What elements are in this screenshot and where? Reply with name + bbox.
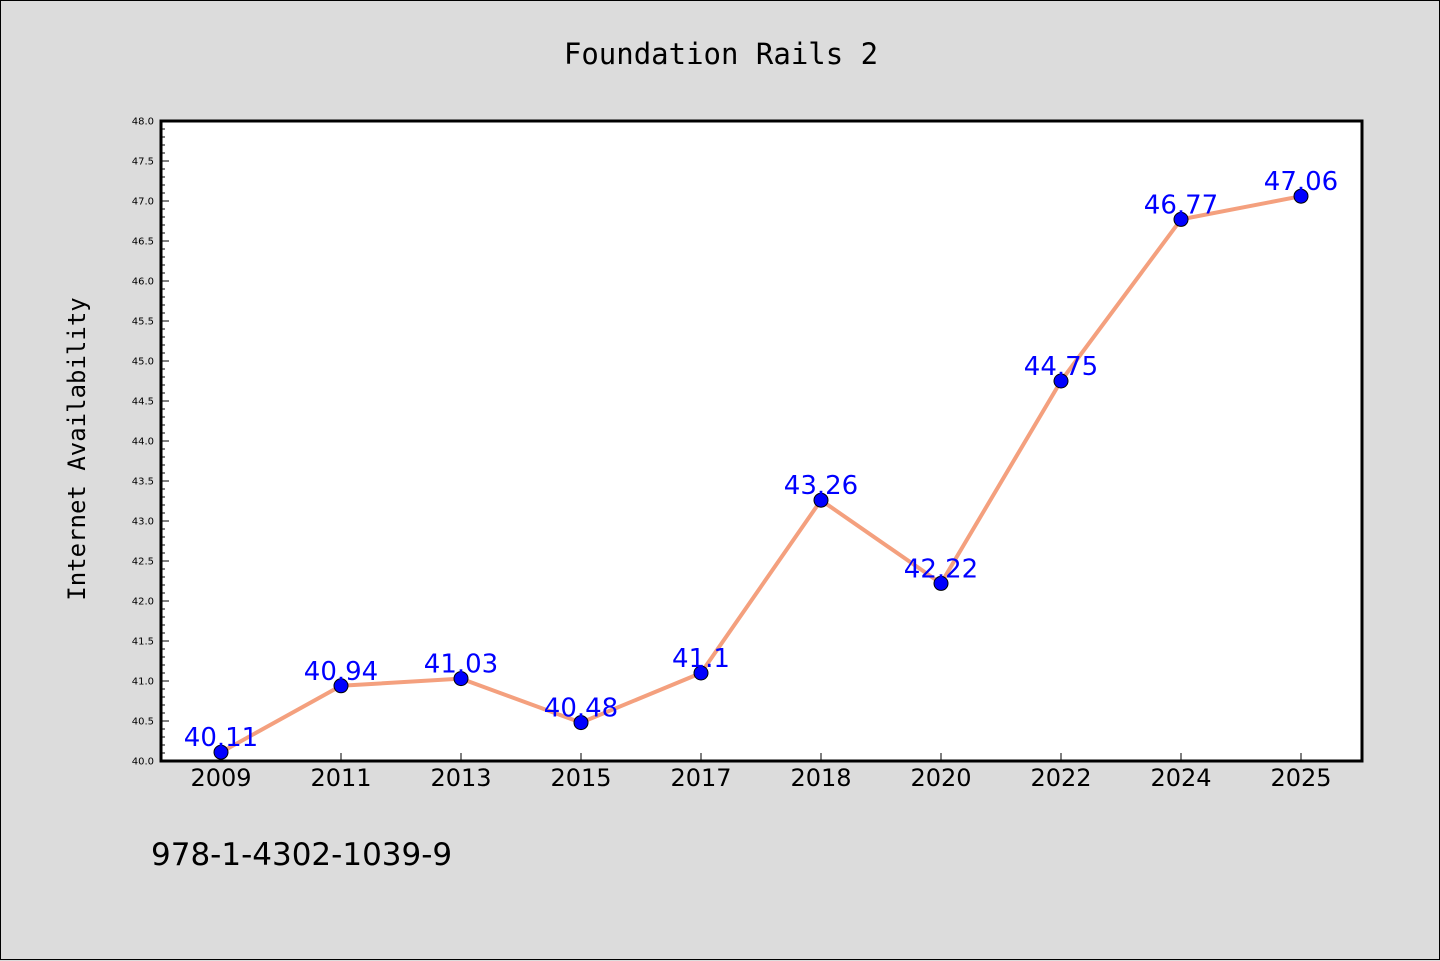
y-axis: 40.0 40.5 41.0 41.5 42.0 42.5 43.0 43.5 44.0 44.5… [132, 117, 169, 768]
data-label: 40.94 [304, 657, 378, 687]
data-label: 46.77 [1144, 190, 1218, 220]
plot-area [159, 119, 1364, 763]
x-axis: 2009 2011 2013 2015 2017 2018 2020 2022 2024 2025 [190, 753, 1332, 792]
x-tick-label: 2013 [430, 764, 491, 792]
chart-title: Foundation Rails 2 [564, 37, 878, 71]
data-label: 47.06 [1264, 167, 1338, 197]
y-tick-label: 40.5 [132, 717, 154, 728]
y-tick-label: 41.5 [132, 637, 154, 648]
x-tick-label: 2025 [1270, 764, 1331, 792]
y-tick-label: 43.0 [132, 517, 154, 528]
y-tick-label: 45.0 [132, 357, 154, 368]
x-tick-label: 2022 [1030, 764, 1091, 792]
series-layer: 40.11 40.94 41.03 40.48 41.1 43.26 42.22 44.75 4… [184, 167, 1338, 760]
data-label: 42.22 [904, 554, 978, 584]
y-tick-label: 46.0 [132, 277, 154, 288]
data-label: 41.1 [672, 644, 730, 674]
data-point [1293, 188, 1309, 204]
y-tick-label: 42.5 [132, 557, 154, 568]
data-label: 41.03 [424, 650, 498, 680]
y-axis-label: Internet Availability [63, 297, 91, 600]
y-tick-label: 40.0 [132, 757, 154, 768]
data-label: 40.48 [544, 694, 618, 724]
data-point [1053, 373, 1069, 389]
data-point [333, 678, 349, 694]
y-tick-label: 44.5 [132, 397, 154, 408]
x-tick-label: 2011 [310, 764, 371, 792]
x-tick-label: 2017 [670, 764, 731, 792]
data-point [933, 575, 949, 591]
y-tick-label: 47.0 [132, 197, 154, 208]
data-point [813, 492, 829, 508]
x-tick-label: 2024 [1150, 764, 1211, 792]
y-tick-label: 44.0 [132, 437, 154, 448]
series-line [219, 194, 1303, 755]
data-point [1173, 211, 1189, 227]
x-tick-label: 2009 [190, 764, 251, 792]
x-tick-label: 2015 [550, 764, 611, 792]
data-point [693, 665, 709, 681]
data-point [213, 744, 229, 760]
x-tick-label: 2018 [790, 764, 851, 792]
data-label: 43.26 [784, 471, 858, 501]
y-tick-label: 42.0 [132, 597, 154, 608]
footnote-isbn: 978-1-4302-1039-9 [151, 837, 452, 873]
y-tick-label: 45.5 [132, 317, 154, 328]
data-label: 44.75 [1024, 352, 1098, 382]
data-label: 40.11 [184, 723, 258, 753]
data-point [573, 715, 589, 731]
data-point [453, 671, 469, 687]
y-tick-label: 48.0 [132, 117, 154, 128]
y-tick-label: 43.5 [132, 477, 154, 488]
y-tick-label: 46.5 [132, 237, 154, 248]
y-tick-label: 47.5 [132, 157, 154, 168]
y-tick-label: 41.0 [132, 677, 154, 688]
x-tick-label: 2020 [910, 764, 971, 792]
